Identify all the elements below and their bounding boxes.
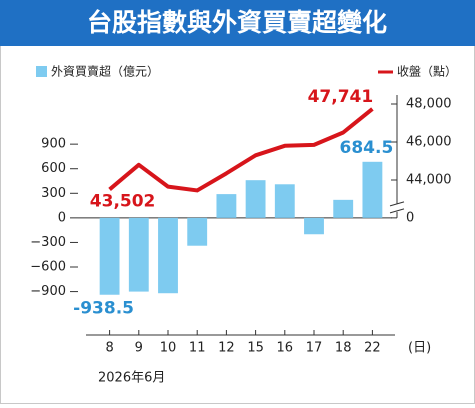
legend-swatch [36,66,47,77]
bar [187,217,208,246]
chart-title: 台股指數與外資買賣超變化 [87,8,387,37]
date-label: 2026年6月 [98,371,165,386]
bar [362,161,383,218]
y2-tick-label: 0 [406,210,414,225]
x-tick-label: 15 [247,341,264,356]
bar [128,217,149,292]
bar [333,199,354,218]
y2-tick-label: 46,000 [406,134,452,149]
x-tick-label: 10 [160,341,177,356]
x-tick-label: 22 [364,341,381,356]
data-label: 47,741 [308,87,374,107]
x-tick-label: 17 [306,341,323,356]
y-tick-label: 300 [41,186,66,201]
bar [274,184,295,218]
line [108,107,374,193]
x-tick-label: 11 [189,341,206,356]
y-tick-label: −900 [30,284,66,299]
legend-label: 外資買賣超（億元） [51,64,159,79]
y-tick-label: −300 [30,235,66,250]
bar [158,217,178,294]
y-tick-label: 0 [58,210,66,225]
bar [304,217,324,235]
y-tick-label: 900 [41,137,66,152]
title-band [0,0,475,46]
x-tick-label: 18 [335,341,352,356]
data-label: 43,502 [90,191,156,211]
x-tick-label: 12 [218,341,235,356]
x-tick-label: 16 [277,341,294,356]
axis-break [389,201,405,214]
y-tick-label: −600 [30,260,66,275]
x-unit: (日) [408,341,431,356]
y2-tick-label: 48,000 [406,97,452,112]
data-label: -938.5 [73,299,134,319]
bar [245,180,266,218]
y-tick-label: 600 [41,161,66,176]
x-tick-label: 9 [135,341,143,356]
legend-label: 收盤（點） [397,65,457,79]
y2-tick-label: 44,000 [406,172,452,187]
bar [216,194,237,218]
x-tick-label: 8 [105,341,113,356]
data-label: 684.5 [340,138,394,158]
bar [99,217,120,295]
